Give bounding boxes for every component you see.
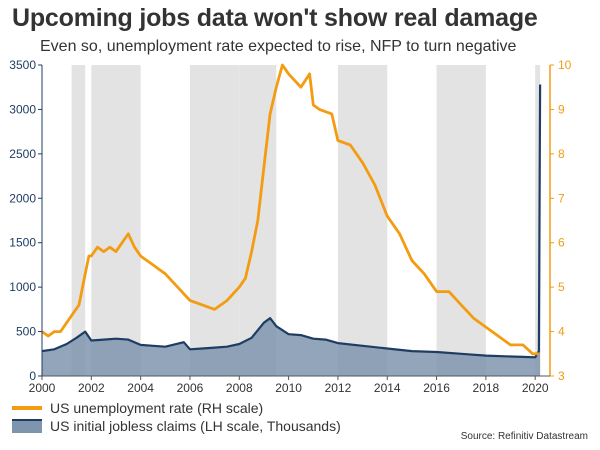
claims-line [41, 84, 542, 359]
right-tick-label-7: 10 [558, 58, 572, 72]
x-axis-ticks: 2000 2002 2004 2006 2008 2010 2012 2014 2016 2018… [29, 376, 549, 395]
left-tick-label-7: 3500 [9, 58, 36, 72]
x-tick-label-7: 2014 [374, 381, 401, 395]
legend-swatch-unemployment [12, 406, 42, 410]
left-tick-label-6: 3000 [9, 102, 36, 116]
right-tick-label-2: 5 [558, 280, 565, 294]
left-tick-label-5: 2500 [9, 147, 36, 161]
x-tick-label-5: 2010 [275, 381, 302, 395]
x-tick-label-6: 2012 [325, 381, 352, 395]
shaded-period-4 [337, 65, 388, 376]
right-tick-label-3: 6 [558, 236, 565, 250]
shaded-period-2 [189, 65, 240, 376]
left-tick-label-1: 500 [16, 325, 36, 339]
x-tick-label-10: 2020 [522, 381, 549, 395]
shaded-period-0 [71, 65, 86, 376]
right-tick-label-0: 3 [558, 369, 565, 383]
left-tick-label-0: 0 [29, 369, 36, 383]
x-tick-label-0: 2000 [29, 381, 56, 395]
claims-series [41, 84, 542, 376]
x-tick-label-8: 2016 [423, 381, 450, 395]
legend-label-unemployment: US unemployment rate (RH scale) [50, 400, 264, 416]
claims-area [42, 84, 541, 376]
shaded-period-1 [91, 65, 141, 376]
source-note: Source: Refinitiv Datastream [460, 431, 588, 442]
x-tick-label-4: 2008 [226, 381, 253, 395]
shaded-period-6 [535, 65, 541, 376]
unemployment-line [41, 63, 539, 356]
left-tick-label-3: 1500 [9, 236, 36, 250]
left-tick-label-4: 2000 [9, 191, 36, 205]
legend-item-unemployment: US unemployment rate (RH scale) [12, 400, 263, 416]
chart-title: Upcoming jobs data won't show real damag… [12, 4, 538, 32]
chart-axes [41, 65, 551, 377]
x-tick-label-1: 2002 [78, 381, 105, 395]
x-tick-label-9: 2018 [473, 381, 500, 395]
right-tick-label-1: 4 [558, 325, 565, 339]
shaded-periods [71, 65, 541, 376]
chart-subtitle: Even so, unemployment rate expected to r… [40, 38, 517, 55]
right-tick-label-5: 8 [558, 147, 565, 161]
left-tick-label-2: 1000 [9, 280, 36, 294]
unemployment-series [41, 63, 539, 356]
right-axis-ticks: 3 4 5 6 7 8 9 10 [550, 58, 572, 383]
right-tick-label-6: 9 [558, 102, 565, 116]
left-axis-ticks: 0 500 1000 1500 2000 2500 3000 3500 [9, 58, 42, 383]
legend-item-claims: US initial jobless claims (LH scale, Tho… [12, 418, 341, 434]
right-tick-label-4: 7 [558, 191, 565, 205]
legend-label-claims: US initial jobless claims (LH scale, Tho… [50, 418, 341, 434]
legend-swatch-claims [12, 419, 42, 433]
shaded-period-5 [436, 65, 486, 376]
x-tick-label-2: 2004 [127, 381, 154, 395]
x-tick-label-3: 2006 [177, 381, 204, 395]
